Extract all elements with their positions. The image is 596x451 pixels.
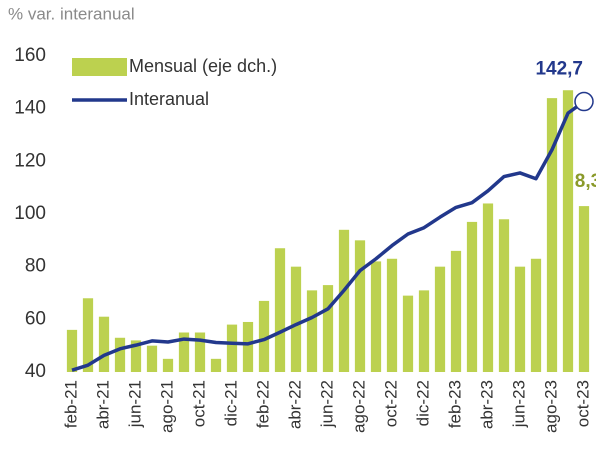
bar [546, 98, 558, 372]
bar [562, 90, 574, 372]
bar [98, 316, 110, 372]
bar [434, 266, 446, 372]
x-tick-label: ago-22 [349, 380, 368, 433]
bar [322, 285, 334, 372]
bar [130, 340, 142, 372]
chart-title: % var. interanual [8, 4, 135, 23]
y-tick-label: 40 [25, 361, 46, 382]
x-tick-label: feb-22 [253, 380, 272, 428]
x-tick-label: jun-21 [125, 380, 144, 428]
bar [258, 300, 270, 372]
x-tick-label: jun-22 [317, 380, 336, 428]
bar [66, 329, 78, 372]
bar [306, 290, 318, 372]
y-tick-label: 80 [25, 256, 46, 277]
x-tick-label: ago-21 [157, 380, 176, 433]
bar [114, 337, 126, 372]
x-tick-label: feb-21 [61, 380, 80, 428]
bar [290, 266, 302, 372]
bar [578, 206, 590, 372]
bar [514, 266, 526, 372]
bar [210, 358, 222, 372]
bar [418, 290, 430, 372]
y-tick-label: 160 [14, 45, 46, 66]
x-tick-label: dic-22 [413, 380, 432, 426]
legend-swatch [72, 58, 127, 76]
bar [498, 219, 510, 372]
y-tick-label: 120 [14, 150, 46, 171]
value-label: 142,7 [535, 59, 583, 80]
x-tick-label: abr-22 [285, 380, 304, 429]
bar [466, 221, 478, 372]
bar [482, 203, 494, 372]
x-tick-label: oct-22 [381, 380, 400, 427]
bar [146, 345, 158, 372]
bar [242, 321, 254, 372]
bar [274, 248, 286, 372]
y-tick-label: 100 [14, 203, 46, 224]
y-tick-label: 60 [25, 308, 46, 329]
legend-label: Interanual [129, 89, 209, 109]
x-tick-label: abr-21 [93, 380, 112, 429]
x-tick-label: dic-21 [221, 380, 240, 426]
y-tick-label: 140 [14, 98, 46, 119]
bar [194, 332, 206, 372]
bar [82, 298, 94, 372]
bar [402, 295, 414, 372]
x-tick-label: jun-23 [509, 380, 528, 428]
bar [338, 229, 350, 372]
bar [386, 258, 398, 372]
end-marker [574, 91, 594, 112]
x-tick-label: feb-23 [445, 380, 464, 428]
x-tick-label: oct-23 [573, 380, 592, 427]
x-tick-label: oct-21 [189, 380, 208, 427]
value-label: 8,3 [575, 171, 596, 192]
bar [162, 358, 174, 372]
bar [370, 261, 382, 372]
legend-label: Mensual (eje dch.) [129, 56, 277, 76]
bar [354, 240, 366, 372]
bar [530, 258, 542, 372]
x-tick-label: ago-23 [541, 380, 560, 433]
bar [450, 250, 462, 372]
line [71, 100, 586, 372]
bar [226, 324, 238, 372]
bar [178, 332, 190, 372]
x-tick-label: abr-23 [477, 380, 496, 429]
